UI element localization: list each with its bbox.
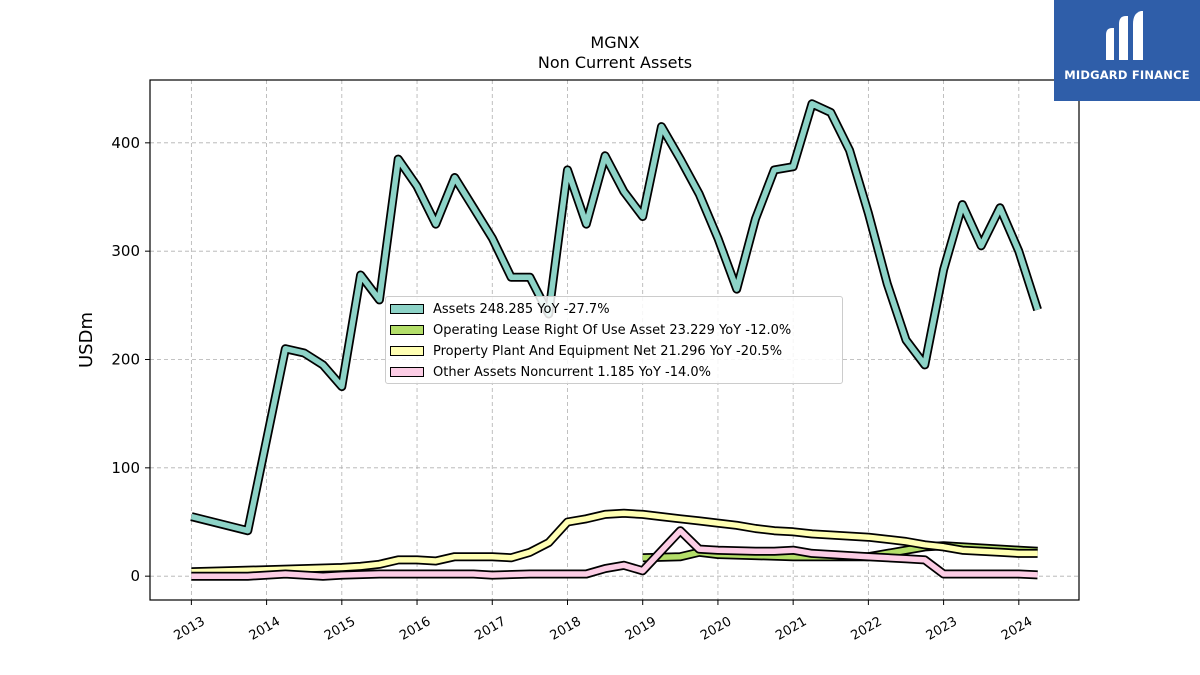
legend-label-ppe: Property Plant And Equipment Net 21.296 … bbox=[433, 343, 783, 359]
x-tick-label: 2019 bbox=[623, 614, 659, 644]
y-tick-label: 300 bbox=[111, 242, 140, 260]
series-line-assets bbox=[190, 101, 1041, 534]
x-tick-label: 2022 bbox=[849, 614, 885, 644]
x-tick-label: 2016 bbox=[397, 614, 433, 644]
chart-subtitle: Non Current Assets bbox=[537, 53, 693, 72]
legend-swatch-operating-lease bbox=[390, 325, 424, 335]
legend-item-ppe: Property Plant And Equipment Net 21.296 … bbox=[390, 341, 782, 361]
logo-text: MIDGARD FINANCE bbox=[1064, 68, 1190, 82]
y-tick-label: 200 bbox=[111, 351, 140, 369]
series-line-property-plant-and-equipment-net bbox=[191, 510, 1038, 575]
y-tick-label: 0 bbox=[130, 567, 140, 585]
x-tick-label: 2020 bbox=[698, 614, 734, 644]
series-line-other-assets-noncurrent bbox=[191, 527, 1038, 579]
x-tick-label: 2015 bbox=[322, 614, 358, 644]
x-tick-label: 2018 bbox=[548, 614, 584, 644]
x-tick-label: 2023 bbox=[924, 614, 960, 644]
legend-item-other-assets: Other Assets Noncurrent 1.185 YoY -14.0% bbox=[390, 362, 711, 382]
x-tick-label: 2017 bbox=[472, 614, 508, 644]
x-tick-label: 2014 bbox=[247, 614, 283, 644]
x-tick-label: 2021 bbox=[773, 614, 809, 644]
x-tick-label: 2024 bbox=[999, 614, 1035, 644]
logo-mark-icon bbox=[1106, 11, 1143, 60]
plot-frame bbox=[149, 79, 1080, 601]
legend-swatch-assets bbox=[390, 304, 424, 314]
legend-label-operating-lease: Operating Lease Right Of Use Asset 23.22… bbox=[433, 322, 792, 338]
series-layer bbox=[190, 99, 1042, 581]
y-tick-label: 100 bbox=[111, 459, 140, 477]
legend-swatch-other-assets bbox=[390, 367, 424, 377]
brand-logo: MIDGARD FINANCE bbox=[1054, 0, 1200, 101]
chart-title: MGNX bbox=[590, 33, 640, 52]
y-axis-label: USDm bbox=[76, 312, 97, 368]
legend: Assets 248.285 YoY -27.7% Operating Leas… bbox=[385, 296, 843, 384]
legend-label-other-assets: Other Assets Noncurrent 1.185 YoY -14.0% bbox=[433, 364, 712, 380]
legend-item-operating-lease: Operating Lease Right Of Use Asset 23.22… bbox=[390, 320, 791, 340]
legend-item-assets: Assets 248.285 YoY -27.7% bbox=[390, 299, 610, 319]
legend-swatch-ppe bbox=[390, 346, 424, 356]
legend-label-assets: Assets 248.285 YoY -27.7% bbox=[433, 301, 610, 317]
x-tick-label: 2013 bbox=[172, 614, 208, 644]
y-tick-label: 400 bbox=[111, 134, 140, 152]
